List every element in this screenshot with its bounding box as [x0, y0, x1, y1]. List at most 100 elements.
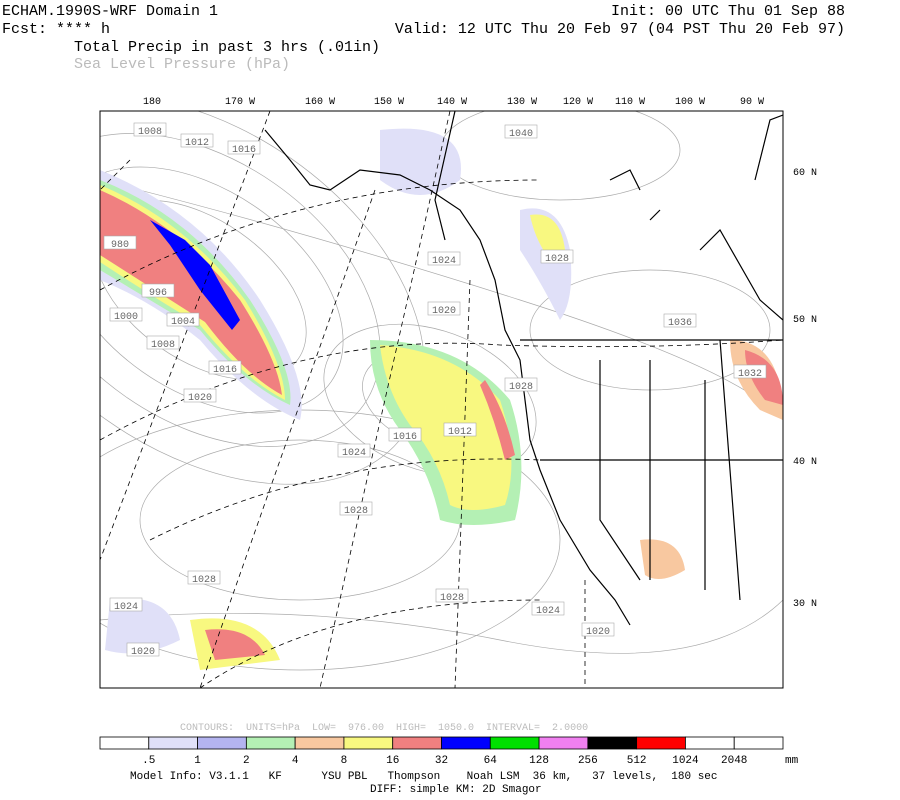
colorbar-swatch — [392, 736, 442, 750]
longitude-label: 100 W — [675, 97, 705, 108]
longitude-label: 90 W — [740, 97, 764, 108]
pressure-label: 1016 — [213, 365, 237, 376]
longitude-label: 160 W — [305, 97, 335, 108]
pressure-label-box — [180, 133, 214, 148]
pressure-label-box — [540, 249, 574, 264]
map-frame — [99, 110, 784, 689]
colorbar-swatch — [685, 736, 735, 750]
pressure-label-box — [166, 312, 200, 327]
pressure-label-box — [733, 364, 767, 379]
colorbar-label: 2 — [243, 755, 250, 767]
colorbar-swatch — [587, 736, 638, 750]
model-title: ECHAM.1990S-WRF Domain 1 — [2, 3, 218, 20]
colorbar-swatch — [538, 736, 589, 750]
pressure-label: 1012 — [185, 138, 209, 149]
colorbar-label: 1024 — [672, 755, 699, 767]
pressure-label: 980 — [111, 240, 129, 251]
pressure-label-box — [388, 427, 422, 442]
colorbar-label: 64 — [484, 755, 498, 767]
colorbar-label: 4 — [292, 755, 299, 767]
pressure-label: 1024 — [432, 256, 456, 267]
colorbar-swatch — [636, 736, 686, 750]
longitude-label: 180 — [143, 97, 161, 108]
pressure-label: 1024 — [536, 606, 560, 617]
contour-info: CONTOURS: UNITS=hPa LOW= 976.00 HIGH= 10… — [180, 722, 588, 734]
pressure-label: 1008 — [151, 340, 175, 351]
pressure-label: 1012 — [448, 427, 472, 438]
colorbar-swatch — [441, 736, 491, 750]
forecast-hour: Fcst: **** h — [2, 21, 110, 38]
colorbar-swatch — [99, 736, 150, 750]
pressure-label: 1020 — [131, 647, 155, 658]
pressure-label: 996 — [149, 288, 167, 299]
colorbar-swatch — [489, 736, 540, 750]
pressure-label-box — [103, 235, 137, 250]
pressure-label-box — [126, 642, 160, 657]
coastlines — [264, 111, 783, 626]
pressure-label: 1024 — [114, 602, 138, 613]
colorbar-label: 8 — [341, 755, 348, 767]
pressure-label: 1028 — [545, 254, 569, 265]
latitude-label: 60 N — [793, 168, 817, 179]
colorbar-swatch — [343, 736, 394, 750]
colorbar-label: 16 — [386, 755, 399, 767]
colorbar-label: 1 — [194, 755, 201, 767]
longitude-label: 130 W — [507, 97, 537, 108]
pressure-label-box — [208, 360, 242, 375]
pressure-label-box — [109, 597, 143, 612]
colorbar-label: 2048 — [721, 755, 747, 767]
pressure-label: 1020 — [432, 306, 456, 317]
pressure-label: 1016 — [232, 145, 256, 156]
pressure-label-box — [109, 307, 143, 322]
pressure-label-box — [227, 140, 261, 155]
pressure-label-box — [427, 301, 461, 316]
pressure-label: 1032 — [738, 369, 762, 380]
pressure-label: 1004 — [171, 317, 195, 328]
pressure-label: 1040 — [509, 129, 533, 140]
map-labels: 180 170 W 160 W 150 W 140 W 130 W 120 W 110 W 10… — [103, 97, 817, 658]
colorbar-swatch — [294, 736, 345, 750]
pressure-label: 1028 — [192, 575, 216, 586]
pressure-label: 1028 — [509, 382, 533, 393]
colorbar-swatch — [245, 736, 296, 750]
colorbar-label: 512 — [627, 755, 647, 767]
pressure-label-box — [133, 122, 167, 137]
pressure-label-box — [339, 501, 373, 516]
colorbar-swatch — [197, 736, 247, 750]
diff-info: DIFF: simple KM: 2D Smagor — [370, 784, 542, 796]
latitude-label: 30 N — [793, 599, 817, 610]
colorbar-label: .5 — [142, 755, 155, 767]
map-border — [99, 110, 784, 689]
colorbar: .5 1 2 4 8 16 32 64 128 256 512 1024 2048 mm — [99, 736, 799, 767]
pressure-label-box — [435, 588, 469, 603]
latitude-label: 50 N — [793, 315, 817, 326]
init-time: Init: 00 UTC Thu 01 Sep 88 — [611, 3, 845, 20]
pressure-label-box — [146, 335, 180, 350]
pressure-label-box — [183, 388, 217, 403]
pressure-label: 1020 — [586, 627, 610, 638]
pressure-label-box — [663, 313, 697, 328]
longitude-label: 120 W — [563, 97, 593, 108]
longitude-label: 170 W — [225, 97, 255, 108]
graticule — [100, 111, 783, 688]
pressure-label-box — [427, 251, 461, 266]
pressure-label: 1000 — [114, 312, 138, 323]
pressure-label-box — [504, 377, 538, 392]
pressure-label-box — [141, 283, 175, 298]
pressure-label: 1036 — [668, 318, 692, 329]
longitude-label: 110 W — [615, 97, 645, 108]
pressure-label-box — [187, 570, 221, 585]
colorbar-unit: mm — [785, 755, 799, 767]
pressure-label-box — [504, 124, 538, 139]
pressure-label-box — [531, 601, 565, 616]
colorbar-swatch — [733, 736, 784, 750]
field-precip: Total Precip in past 3 hrs (.01in) — [74, 39, 380, 56]
model-info: Model Info: V3.1.1 KF YSU PBL Thompson N… — [130, 771, 718, 783]
latitude-label: 40 N — [793, 457, 817, 468]
pressure-label: 1008 — [138, 127, 162, 138]
field-slp: Sea Level Pressure (hPa) — [74, 56, 290, 73]
colorbar-label: 256 — [578, 755, 598, 767]
colorbar-label: 128 — [529, 755, 549, 767]
colorbar-label: 32 — [435, 755, 448, 767]
